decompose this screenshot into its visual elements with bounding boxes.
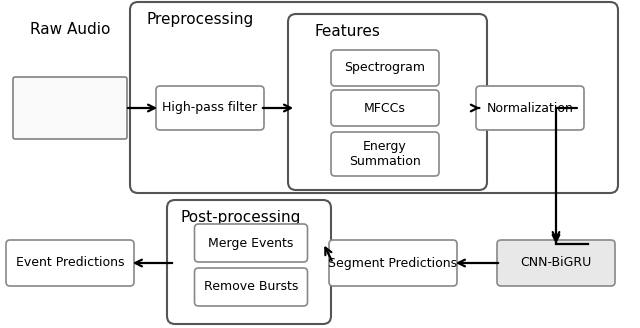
Text: Remove Bursts: Remove Bursts [204,280,298,294]
Text: Preprocessing: Preprocessing [146,12,253,27]
FancyBboxPatch shape [195,268,307,306]
FancyBboxPatch shape [167,200,331,324]
Text: Normalization: Normalization [486,101,573,114]
Text: Segment Predictions: Segment Predictions [328,256,458,270]
Text: Features: Features [314,24,380,39]
Text: Energy
Summation: Energy Summation [349,140,421,168]
FancyBboxPatch shape [6,240,134,286]
Text: Merge Events: Merge Events [208,236,294,250]
Text: Post-processing: Post-processing [181,210,301,225]
FancyBboxPatch shape [130,2,618,193]
FancyBboxPatch shape [331,50,439,86]
Text: CNN-BiGRU: CNN-BiGRU [520,256,591,270]
FancyBboxPatch shape [13,77,127,139]
Text: Event Predictions: Event Predictions [16,256,124,270]
FancyBboxPatch shape [331,132,439,176]
Text: Spectrogram: Spectrogram [344,62,426,74]
Text: MFCCs: MFCCs [364,101,406,114]
Text: Raw Audio: Raw Audio [30,22,110,37]
FancyBboxPatch shape [195,224,307,262]
FancyBboxPatch shape [329,240,457,286]
FancyBboxPatch shape [476,86,584,130]
Text: High-pass filter: High-pass filter [163,101,257,114]
FancyBboxPatch shape [331,90,439,126]
FancyBboxPatch shape [156,86,264,130]
FancyBboxPatch shape [288,14,487,190]
FancyBboxPatch shape [497,240,615,286]
